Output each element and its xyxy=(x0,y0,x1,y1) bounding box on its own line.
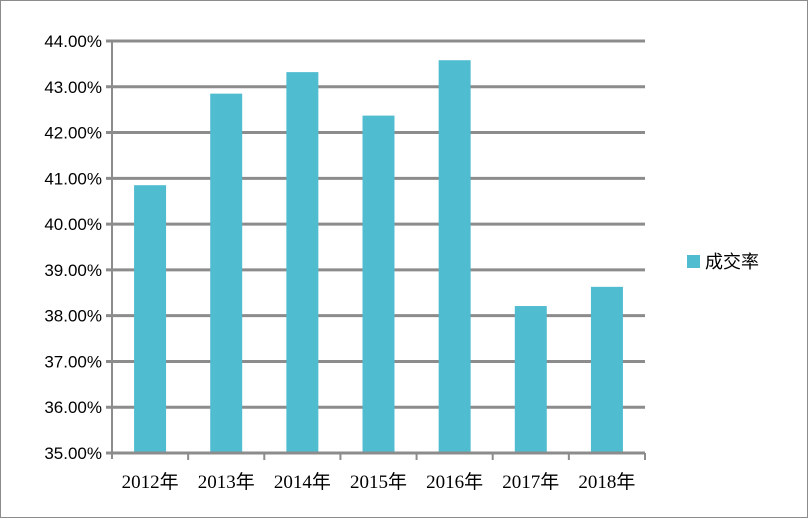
x-tick-label: 2015年 xyxy=(350,471,407,493)
y-tick-label: 37.00% xyxy=(44,352,102,371)
x-tick-labels: 2012年 2013年 2014年 2015年 2016年 2017年 2018年 xyxy=(122,471,636,493)
bars xyxy=(134,60,623,454)
y-tick-label: 36.00% xyxy=(44,398,102,417)
bar xyxy=(438,60,471,454)
y-tick-label: 44.00% xyxy=(44,32,102,51)
legend-label: 成交率 xyxy=(705,252,759,273)
y-tick-label: 42.00% xyxy=(44,124,102,143)
axes xyxy=(111,41,646,460)
y-tick-label: 38.00% xyxy=(44,307,102,326)
y-tick-label: 43.00% xyxy=(44,78,102,97)
legend: 成交率 xyxy=(687,252,759,273)
bar xyxy=(134,185,167,453)
bar xyxy=(514,306,547,453)
y-tick-labels: 35.00% 36.00% 37.00% 38.00% 39.00% 40.00% 41.0… xyxy=(44,32,102,463)
bar xyxy=(286,72,319,453)
x-tick-label: 2018年 xyxy=(578,471,635,493)
legend-swatch xyxy=(687,255,700,268)
bar xyxy=(590,286,623,453)
x-tick-label: 2017年 xyxy=(502,471,559,493)
x-tick-label: 2012年 xyxy=(122,471,179,493)
y-tick-label: 40.00% xyxy=(44,215,102,234)
bar xyxy=(210,93,243,454)
y-tick-label: 35.00% xyxy=(44,444,102,463)
bar xyxy=(362,115,395,454)
y-tick-label: 39.00% xyxy=(44,261,102,280)
x-tick-label: 2014年 xyxy=(274,471,331,493)
x-tick-label: 2016年 xyxy=(426,471,483,493)
y-tick-label: 41.00% xyxy=(44,169,102,188)
x-tick-label: 2013年 xyxy=(198,471,255,493)
